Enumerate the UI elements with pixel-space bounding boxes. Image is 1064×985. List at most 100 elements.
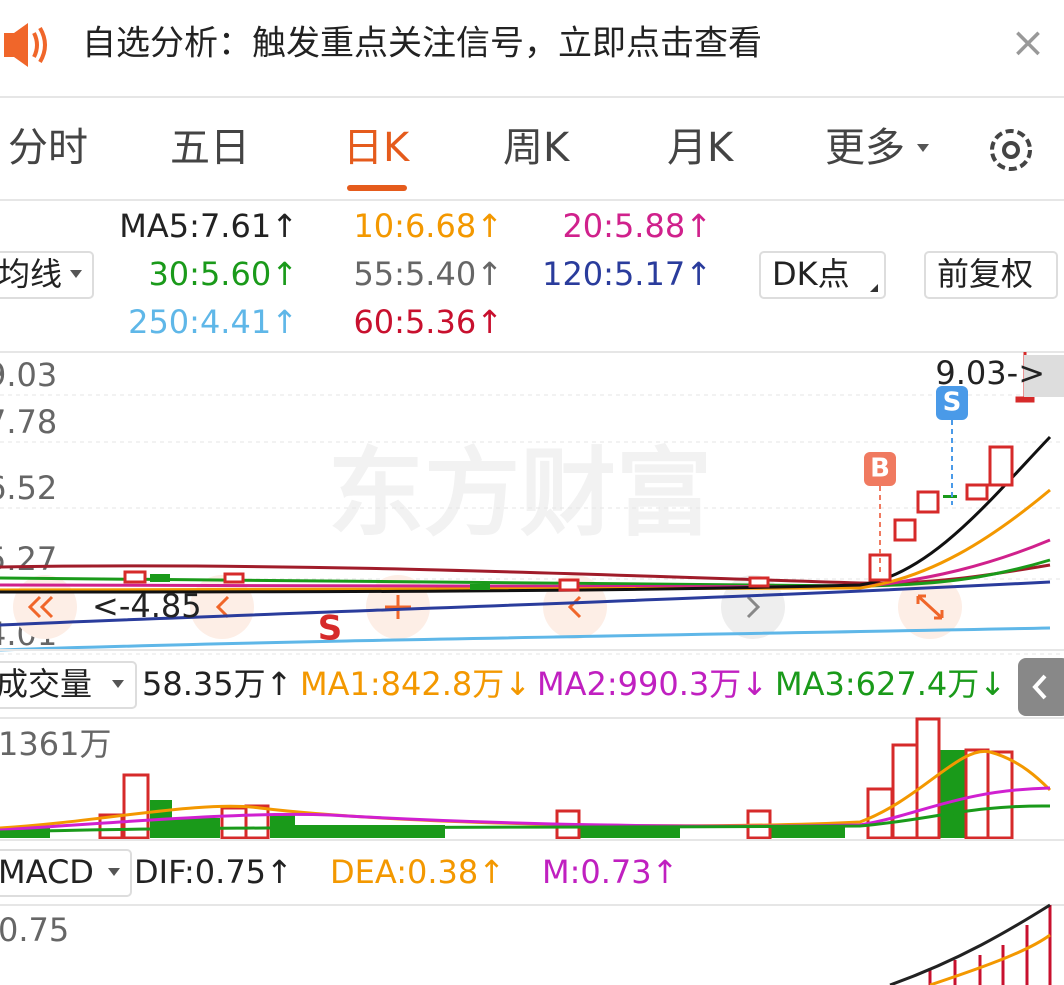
ma-dropdown[interactable] bbox=[0, 251, 94, 299]
dea-line bbox=[929, 933, 1051, 985]
candle bbox=[893, 518, 917, 542]
ma-value: 20:5.88↑ bbox=[562, 207, 712, 245]
volume-dropdown-label: 成交量 bbox=[0, 665, 92, 703]
tab[interactable]: 五日 bbox=[170, 125, 250, 171]
caret bbox=[108, 868, 120, 876]
ma-line bbox=[0, 435, 1052, 594]
volume-value: MA1:842.8万↓ bbox=[300, 665, 531, 703]
volume-bar bbox=[866, 787, 894, 840]
volume-bar bbox=[580, 828, 680, 838]
collapse-button[interactable] bbox=[1018, 658, 1064, 716]
gear-hole bbox=[1002, 141, 1020, 159]
ma-value: 30:5.60↑ bbox=[148, 255, 298, 293]
candle bbox=[943, 495, 957, 498]
candle bbox=[965, 483, 989, 501]
volume-bar bbox=[244, 804, 270, 840]
ma-value: 10:6.68↑ bbox=[353, 207, 503, 245]
price-axis-label: 9.03 bbox=[0, 356, 57, 394]
volume-dropdown[interactable] bbox=[0, 661, 137, 709]
high-label: 9.03-> bbox=[935, 354, 1045, 392]
buy-marker[interactable] bbox=[864, 452, 896, 486]
volume-bar bbox=[0, 828, 50, 838]
volume-legend: 58.35万↑ MA1:842.8万↓ MA2:990.3万↓ MA3:627.4万↓ bbox=[142, 665, 1006, 703]
candle bbox=[748, 576, 770, 588]
ma-dropdown-label: 均线 bbox=[0, 255, 62, 293]
corner-mark bbox=[870, 284, 878, 292]
macd-value: M:0.73↑ bbox=[542, 853, 678, 891]
adjust-button[interactable] bbox=[924, 251, 1058, 299]
candles-down bbox=[150, 495, 957, 590]
macd-legend: DIF:0.75↑ DEA:0.38↑ M:0.73↑ bbox=[134, 853, 678, 891]
candle bbox=[223, 572, 245, 584]
candle bbox=[123, 570, 147, 584]
caret bbox=[70, 270, 82, 278]
volume-axis-label: 1361万 bbox=[0, 725, 111, 763]
volume-value: MA2:990.3万↓ bbox=[537, 665, 768, 703]
volume-bar bbox=[220, 806, 248, 840]
candle bbox=[470, 584, 490, 590]
nav-circle bbox=[721, 575, 785, 639]
ma-line bbox=[0, 558, 1051, 588]
nav-arrow bbox=[746, 595, 761, 619]
price-axis-label: 6.52 bbox=[0, 469, 57, 507]
volume-ma bbox=[0, 804, 1051, 834]
macd-axis-label: 0.75 bbox=[0, 911, 69, 949]
price-axis-label: 7.78 bbox=[0, 403, 57, 441]
volume-value: 58.35万↑ bbox=[142, 665, 292, 703]
volume-ma bbox=[0, 786, 1051, 832]
watermark: 东方财富 bbox=[328, 437, 712, 549]
high-tag-bg bbox=[1024, 355, 1064, 397]
macd-bars bbox=[889, 903, 1052, 985]
ma-line bbox=[0, 626, 1051, 652]
sell-marker[interactable] bbox=[936, 386, 968, 420]
ma-line bbox=[0, 580, 1051, 627]
gear bbox=[990, 129, 1032, 171]
speaker-waves bbox=[32, 26, 47, 64]
settings-icon[interactable] bbox=[990, 129, 1032, 171]
volume-bar bbox=[770, 825, 845, 838]
tab[interactable]: 更多 bbox=[825, 125, 905, 171]
macd-value: DIF:0.75↑ bbox=[134, 853, 293, 891]
price-axis-label: 5.27 bbox=[0, 540, 57, 578]
tab-bar: 分时 五日 日K 周K 月K 更多 bbox=[8, 125, 905, 171]
nav-arrow bbox=[27, 595, 582, 619]
tab-underline bbox=[347, 185, 407, 191]
candles bbox=[123, 352, 1035, 592]
volume-value: MA3:627.4万↓ bbox=[775, 665, 1006, 703]
low-label: <-4.85 bbox=[92, 587, 202, 625]
close-button[interactable]: × bbox=[1010, 18, 1045, 67]
candle bbox=[150, 574, 170, 582]
candle bbox=[988, 445, 1014, 487]
macd-dropdown[interactable] bbox=[0, 849, 132, 897]
speaker-icon bbox=[4, 23, 28, 67]
volume-bar bbox=[122, 773, 150, 840]
ma-value: 55:5.40↑ bbox=[353, 255, 503, 293]
volume-bar bbox=[986, 750, 1014, 840]
sell-label: S bbox=[943, 388, 962, 418]
buy-label: B bbox=[870, 454, 890, 484]
candle bbox=[558, 578, 580, 592]
tab[interactable]: 分时 bbox=[8, 125, 88, 171]
candle bbox=[1015, 396, 1035, 403]
ma-value: 60:5.36↑ bbox=[353, 303, 503, 341]
candle bbox=[916, 490, 940, 514]
macd-dropdown-label: MACD bbox=[0, 853, 94, 891]
adjust-label: 前复权 bbox=[937, 255, 1033, 293]
dk-button[interactable] bbox=[759, 251, 886, 299]
ma-lines bbox=[0, 435, 1052, 652]
tab[interactable]: 周K bbox=[503, 125, 571, 171]
collapse-arrow bbox=[1032, 674, 1047, 700]
tab[interactable]: 日K bbox=[343, 125, 411, 171]
banner[interactable]: 自选分析：触发重点关注信号，立即点击查看 × bbox=[4, 18, 1046, 68]
tab[interactable]: 月K bbox=[667, 125, 735, 171]
banner-text: 自选分析：触发重点关注信号，立即点击查看 bbox=[82, 24, 762, 64]
volume-bars bbox=[0, 717, 1052, 840]
dif-line bbox=[889, 903, 1051, 985]
ma-value: 250:4.41↑ bbox=[128, 303, 298, 341]
caret bbox=[112, 680, 124, 688]
nav-icon bbox=[385, 594, 944, 620]
ma-value: 120:5.17↑ bbox=[542, 255, 712, 293]
dk-label: DK点 bbox=[772, 255, 850, 293]
ma-legend: MA5:7.61↑ 10:6.68↑ 20:5.88↑ 30:5.60↑ 55:5.40… bbox=[119, 207, 712, 341]
